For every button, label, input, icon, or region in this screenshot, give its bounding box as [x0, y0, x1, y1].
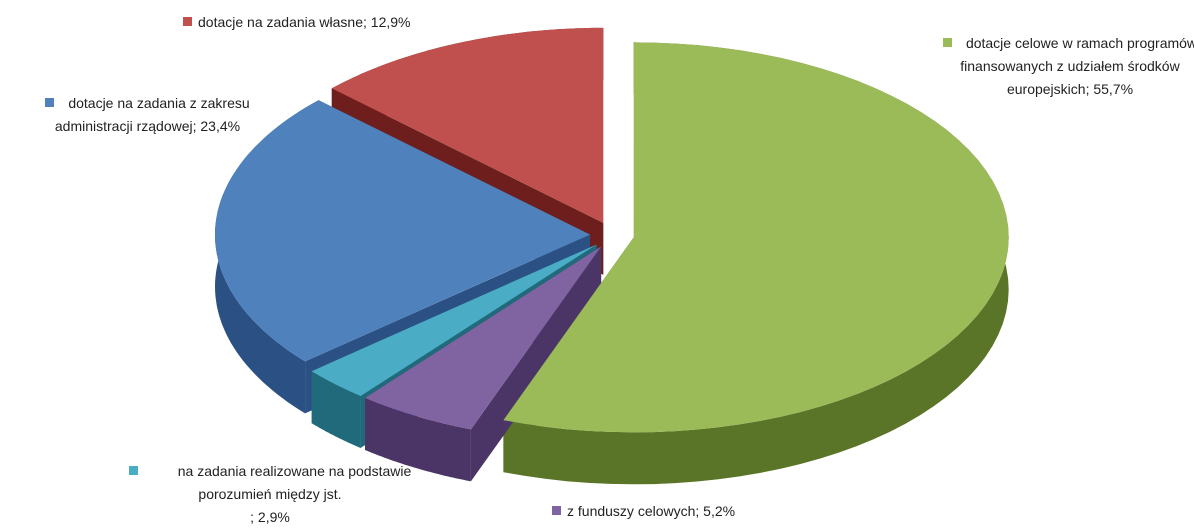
- category-label: dotacje na zadania własne: [198, 14, 364, 30]
- data-label: dotacje na zadania własne; 12,9%: [183, 11, 411, 34]
- value-label: ; 2,9%: [250, 509, 290, 525]
- value-label: ; 5,2%: [695, 503, 736, 519]
- slice: [215, 100, 591, 362]
- legend-marker: [45, 98, 55, 107]
- slice-edge: [311, 371, 361, 448]
- legend-marker: [552, 506, 561, 515]
- data-label: na zadania realizowane na podstawie poro…: [125, 460, 415, 529]
- data-label: dotacje celowe w ramach programów finans…: [940, 32, 1194, 101]
- value-label: ; 55,7%: [1085, 81, 1134, 97]
- value-label: ; 12,9%: [363, 14, 411, 30]
- slice-edge: [503, 42, 1009, 485]
- slice: [311, 244, 597, 396]
- slice: [331, 27, 604, 223]
- slice-edge: [365, 398, 471, 482]
- legend-marker: [128, 466, 138, 475]
- legend-marker: [183, 17, 192, 26]
- data-label: z funduszy celowych; 5,2%: [552, 500, 735, 523]
- data-label: dotacje na zadania z zakresu administrac…: [10, 92, 285, 138]
- slice: [365, 246, 602, 430]
- category-label: na zadania realizowane na podstawie poro…: [177, 463, 412, 502]
- value-label: ; 23,4%: [192, 118, 241, 134]
- category-label: dotacje na zadania z zakresu administrac…: [54, 95, 250, 134]
- legend-marker: [942, 38, 952, 47]
- category-label: dotacje celowe w ramach programów finans…: [960, 35, 1194, 97]
- category-label: z funduszy celowych: [567, 503, 696, 519]
- slice: [503, 42, 1009, 433]
